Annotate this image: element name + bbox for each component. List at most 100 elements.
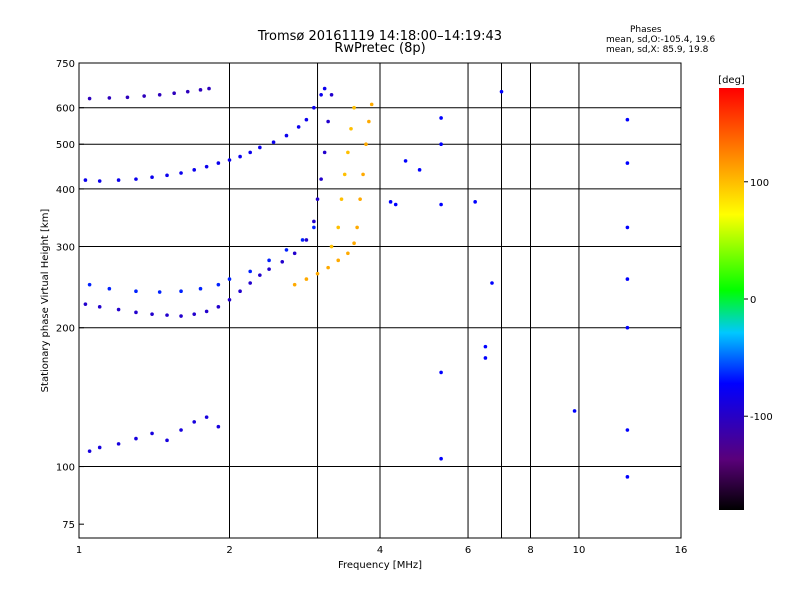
x-axis-label: Frequency [MHz] (338, 560, 422, 571)
data-point (216, 161, 221, 165)
data-point (150, 175, 154, 180)
data-point (238, 289, 242, 294)
data-point (198, 88, 203, 92)
data-point (204, 309, 209, 314)
data-point (483, 344, 488, 349)
data-point (388, 200, 393, 204)
data-point (87, 449, 92, 453)
data-point (271, 140, 276, 145)
y-tick-label: 100 (56, 463, 75, 474)
data-point (439, 202, 443, 207)
data-point (134, 289, 138, 294)
data-point (97, 179, 102, 183)
colorbar: [deg] 100 0 -100 (718, 75, 773, 510)
y-tick-label: 300 (56, 243, 75, 254)
data-point (322, 86, 327, 91)
data-point (207, 86, 211, 91)
data-point (304, 238, 309, 242)
colorbar-tick-label: -100 (750, 412, 773, 423)
data-point (97, 445, 102, 450)
data-point (83, 178, 88, 182)
data-point (248, 281, 252, 285)
data-point (296, 125, 301, 129)
data-point (179, 171, 183, 175)
data-point (280, 259, 285, 264)
data-point (315, 197, 320, 201)
colorbar-tick-label: 100 (750, 178, 769, 189)
data-point (192, 420, 197, 424)
data-point (473, 200, 477, 204)
colorbar-tick-label: 0 (750, 295, 756, 306)
data-point (204, 415, 209, 419)
data-point (150, 431, 154, 436)
y-tick-label: 200 (56, 324, 75, 335)
x-tick-label: 8 (527, 545, 533, 556)
data-point (326, 119, 330, 124)
data-point (97, 305, 102, 309)
data-point (439, 116, 443, 120)
data-point (625, 475, 630, 479)
data-point (134, 310, 138, 315)
data-point (292, 251, 297, 256)
data-point (87, 96, 92, 101)
x-tick-label: 2 (226, 545, 232, 556)
data-point (258, 273, 262, 277)
data-point (625, 225, 630, 230)
x-tick-label: 4 (377, 545, 383, 556)
data-point (326, 265, 330, 270)
data-point (358, 197, 362, 201)
data-point (227, 158, 232, 162)
data-point (227, 297, 232, 302)
data-point (107, 286, 112, 291)
data-point (304, 277, 309, 281)
data-point (300, 238, 305, 242)
data-point (292, 282, 297, 287)
data-point (165, 173, 169, 178)
data-point (116, 178, 121, 182)
axis-ticks: 1 2 4 6 8 10 16 75 100 200 300 400 500 600 750 (56, 59, 687, 556)
data-point (179, 314, 183, 318)
data-point (312, 105, 316, 110)
data-point (319, 177, 323, 181)
colorbar-label: [deg] (718, 75, 745, 86)
data-point (179, 428, 183, 432)
data-point (134, 436, 138, 441)
data-point (142, 94, 146, 98)
data-point (625, 428, 630, 432)
data-point (329, 244, 334, 249)
y-tick-label: 75 (62, 520, 75, 531)
y-tick-label: 600 (56, 104, 75, 115)
data-point (87, 282, 92, 287)
data-point (352, 241, 356, 246)
data-point (483, 356, 488, 360)
data-point (172, 91, 176, 96)
data-point (216, 305, 221, 309)
data-point (179, 289, 183, 294)
data-point (342, 172, 347, 177)
y-tick-label: 750 (56, 59, 75, 70)
data-point (339, 197, 344, 201)
data-point (248, 150, 252, 155)
colorbar-gradient (719, 88, 744, 510)
data-point (361, 172, 365, 177)
chart-title: Tromsø 20161119 14:18:00–14:19:43 (257, 29, 503, 44)
data-point (198, 286, 203, 291)
data-point (369, 102, 374, 107)
data-points (83, 86, 630, 479)
data-point (216, 282, 221, 287)
data-point (238, 154, 242, 159)
data-point (355, 225, 359, 230)
data-point (150, 312, 154, 316)
data-point (185, 89, 190, 94)
data-point (322, 150, 327, 155)
data-point (157, 290, 162, 294)
data-point (352, 105, 356, 110)
x-tick-label: 6 (465, 545, 471, 556)
data-point (165, 313, 169, 317)
data-point (499, 89, 504, 94)
data-point (367, 119, 371, 124)
data-point (346, 150, 350, 155)
data-point (157, 92, 162, 97)
y-tick-label: 500 (56, 140, 75, 151)
